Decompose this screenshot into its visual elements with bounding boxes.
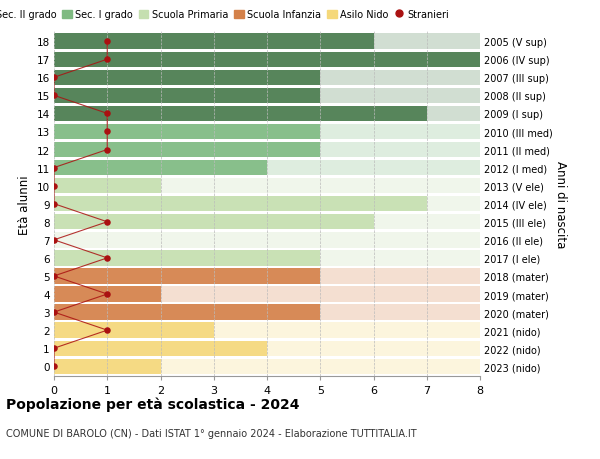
Point	[49, 164, 59, 172]
Bar	[54, 323, 214, 338]
Point	[103, 129, 112, 136]
Bar	[54, 359, 161, 374]
Bar	[54, 215, 480, 230]
Bar	[54, 251, 480, 266]
Bar	[54, 179, 480, 194]
Bar	[54, 70, 320, 86]
Y-axis label: Età alunni: Età alunni	[18, 174, 31, 234]
Bar	[54, 89, 480, 104]
Bar	[54, 124, 320, 140]
Bar	[54, 323, 480, 338]
Point	[103, 291, 112, 298]
Text: COMUNE DI BAROLO (CN) - Dati ISTAT 1° gennaio 2024 - Elaborazione TUTTITALIA.IT: COMUNE DI BAROLO (CN) - Dati ISTAT 1° ge…	[6, 428, 416, 438]
Point	[103, 146, 112, 154]
Point	[49, 92, 59, 100]
Bar	[54, 287, 480, 302]
Y-axis label: Anni di nascita: Anni di nascita	[554, 161, 567, 248]
Point	[49, 201, 59, 208]
Bar	[54, 359, 480, 374]
Bar	[54, 305, 320, 320]
Bar	[54, 89, 320, 104]
Bar	[54, 34, 373, 50]
Point	[49, 273, 59, 280]
Point	[49, 74, 59, 82]
Point	[49, 345, 59, 352]
Bar	[54, 196, 480, 212]
Bar	[54, 124, 480, 140]
Bar	[54, 143, 480, 158]
Bar	[54, 161, 267, 176]
Bar	[54, 269, 480, 284]
Bar	[54, 106, 480, 122]
Point	[49, 363, 59, 370]
Point	[103, 255, 112, 262]
Bar	[54, 143, 320, 158]
Bar	[54, 215, 373, 230]
Bar	[54, 305, 480, 320]
Bar	[54, 251, 320, 266]
Bar	[54, 70, 480, 86]
Point	[49, 183, 59, 190]
Bar	[54, 52, 480, 68]
Bar	[54, 341, 267, 356]
Text: Popolazione per età scolastica - 2024: Popolazione per età scolastica - 2024	[6, 397, 299, 412]
Point	[49, 309, 59, 316]
Point	[49, 237, 59, 244]
Bar	[54, 106, 427, 122]
Point	[103, 39, 112, 46]
Bar	[54, 34, 480, 50]
Point	[103, 111, 112, 118]
Point	[103, 56, 112, 64]
Bar	[54, 233, 480, 248]
Bar	[54, 179, 161, 194]
Bar	[54, 196, 427, 212]
Legend: Sec. II grado, Sec. I grado, Scuola Primaria, Scuola Infanzia, Asilo Nido, Stran: Sec. II grado, Sec. I grado, Scuola Prim…	[0, 6, 453, 24]
Bar	[54, 341, 480, 356]
Bar	[54, 52, 480, 68]
Bar	[54, 161, 480, 176]
Point	[103, 218, 112, 226]
Point	[103, 327, 112, 334]
Bar	[54, 287, 161, 302]
Bar	[54, 269, 320, 284]
